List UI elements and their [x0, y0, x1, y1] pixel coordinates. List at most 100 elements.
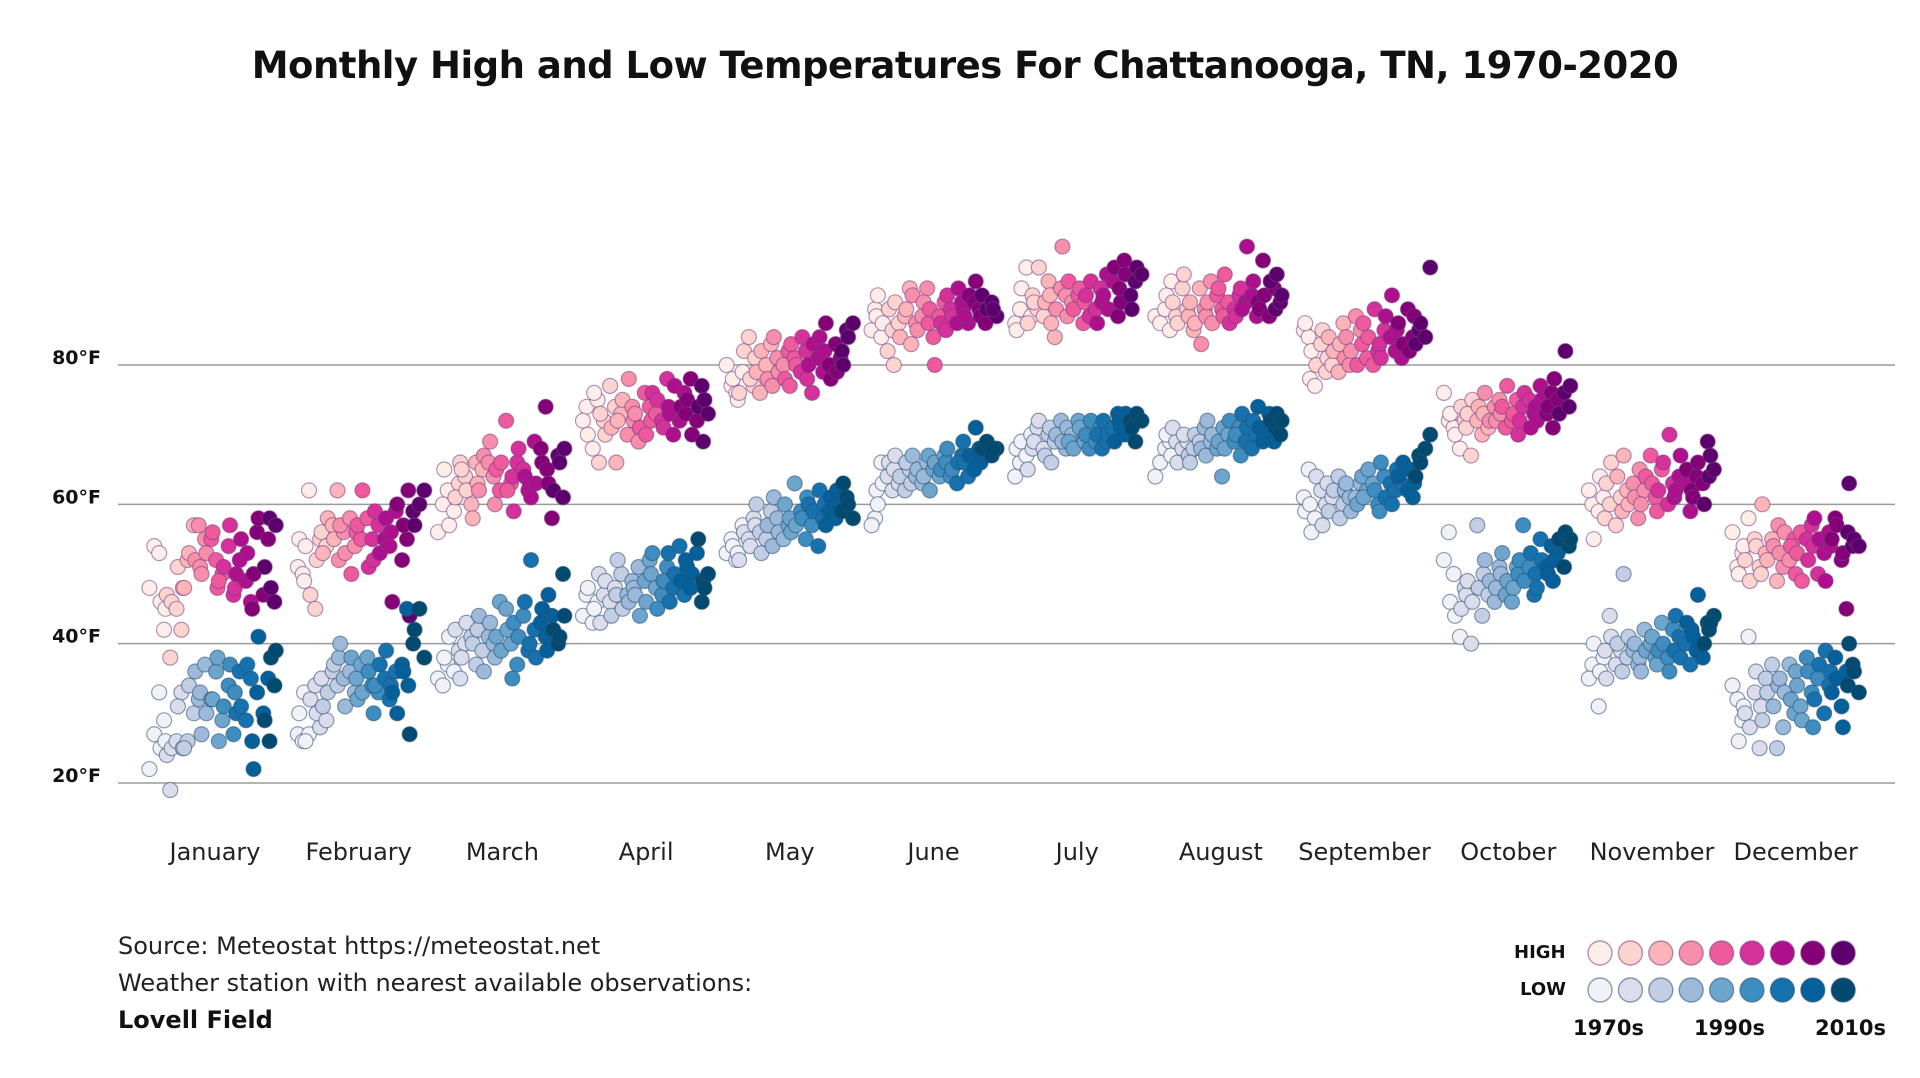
high-point — [903, 336, 920, 353]
high-point — [919, 280, 936, 297]
low-point — [1792, 698, 1809, 715]
high-point — [781, 377, 798, 394]
legend-swatch-high — [1587, 940, 1613, 966]
low-point — [1751, 740, 1768, 757]
low-point — [776, 496, 794, 513]
low-point — [384, 684, 401, 701]
x-tick-label: January — [168, 838, 261, 866]
low-point — [291, 705, 308, 722]
low-point — [209, 649, 226, 666]
low-point — [1806, 691, 1823, 708]
low-point — [226, 684, 243, 701]
low-point — [245, 760, 262, 778]
high-point — [1650, 482, 1667, 499]
high-point — [441, 517, 458, 534]
high-point — [1615, 447, 1632, 464]
low-point — [844, 510, 862, 527]
high-point — [740, 329, 757, 346]
high-point — [1462, 447, 1480, 464]
low-point — [1614, 663, 1631, 680]
low-point — [244, 733, 261, 750]
high-point — [400, 482, 417, 499]
high-point — [1233, 301, 1251, 318]
low-point — [371, 656, 388, 673]
high-point — [1109, 308, 1127, 325]
high-point — [267, 517, 284, 534]
low-point — [1181, 454, 1199, 471]
high-point — [835, 356, 852, 374]
low-point — [215, 698, 232, 715]
low-point — [1562, 531, 1579, 548]
low-point — [516, 593, 533, 610]
high-point — [453, 461, 470, 478]
low-point — [232, 698, 250, 715]
low-point — [1590, 698, 1607, 715]
legend-decade-1970s: 1970s — [1573, 1016, 1644, 1040]
high-point — [1696, 496, 1713, 513]
high-point — [1752, 565, 1770, 583]
high-point — [1823, 531, 1840, 548]
high-point — [162, 649, 179, 666]
high-point — [885, 356, 902, 374]
high-point — [445, 503, 463, 520]
low-point — [1555, 558, 1573, 576]
low-point — [863, 517, 880, 534]
high-point — [1557, 342, 1574, 360]
low-point — [1301, 496, 1319, 513]
high-point — [168, 600, 185, 617]
low-point — [1417, 440, 1434, 457]
data-points — [141, 238, 1868, 799]
high-point — [416, 482, 433, 499]
high-point — [585, 384, 603, 401]
high-point — [382, 524, 400, 541]
legend-decade-1990s: 1990s — [1694, 1016, 1765, 1040]
low-point — [318, 712, 335, 729]
x-tick-label: September — [1298, 838, 1431, 866]
high-point — [1210, 280, 1227, 297]
low-point — [497, 600, 515, 617]
high-point — [1630, 510, 1647, 527]
high-point — [307, 600, 324, 617]
low-point — [406, 621, 423, 638]
high-point — [381, 538, 398, 555]
footer-notes: Source: Meteostat https://meteostat.net … — [118, 928, 752, 1039]
high-point — [1838, 600, 1855, 617]
low-point — [1371, 503, 1388, 520]
low-point — [1841, 635, 1858, 652]
low-point — [256, 712, 273, 729]
high-point — [1609, 468, 1626, 485]
low-point — [1464, 593, 1481, 610]
legend-swatch-high — [1617, 940, 1644, 966]
high-point — [1089, 315, 1106, 332]
high-point — [1632, 496, 1650, 513]
high-point — [803, 384, 821, 401]
low-point — [151, 684, 168, 701]
high-point — [574, 412, 592, 429]
high-point — [1122, 287, 1139, 304]
high-point — [1390, 315, 1407, 332]
low-point — [1702, 614, 1719, 631]
low-point — [1615, 565, 1632, 583]
low-point — [556, 607, 573, 624]
x-tick-label: May — [765, 838, 815, 866]
high-point — [1181, 294, 1199, 311]
low-point — [332, 635, 349, 652]
high-point — [190, 517, 207, 534]
high-point — [239, 544, 256, 562]
high-point — [665, 426, 682, 443]
high-point — [1655, 454, 1672, 471]
y-tick-label: 60°F — [52, 486, 101, 508]
legend-swatch-high — [1830, 940, 1856, 966]
low-point — [1601, 607, 1618, 624]
y-tick-label: 40°F — [52, 626, 101, 648]
high-point — [811, 329, 828, 346]
high-point — [1268, 266, 1285, 283]
legend-swatch-low — [1830, 977, 1856, 1003]
low-point — [835, 475, 852, 492]
high-point — [1546, 370, 1563, 388]
high-point — [141, 579, 158, 597]
low-point — [176, 740, 193, 757]
low-point — [208, 663, 225, 680]
high-point — [537, 398, 554, 415]
high-point — [398, 531, 416, 548]
